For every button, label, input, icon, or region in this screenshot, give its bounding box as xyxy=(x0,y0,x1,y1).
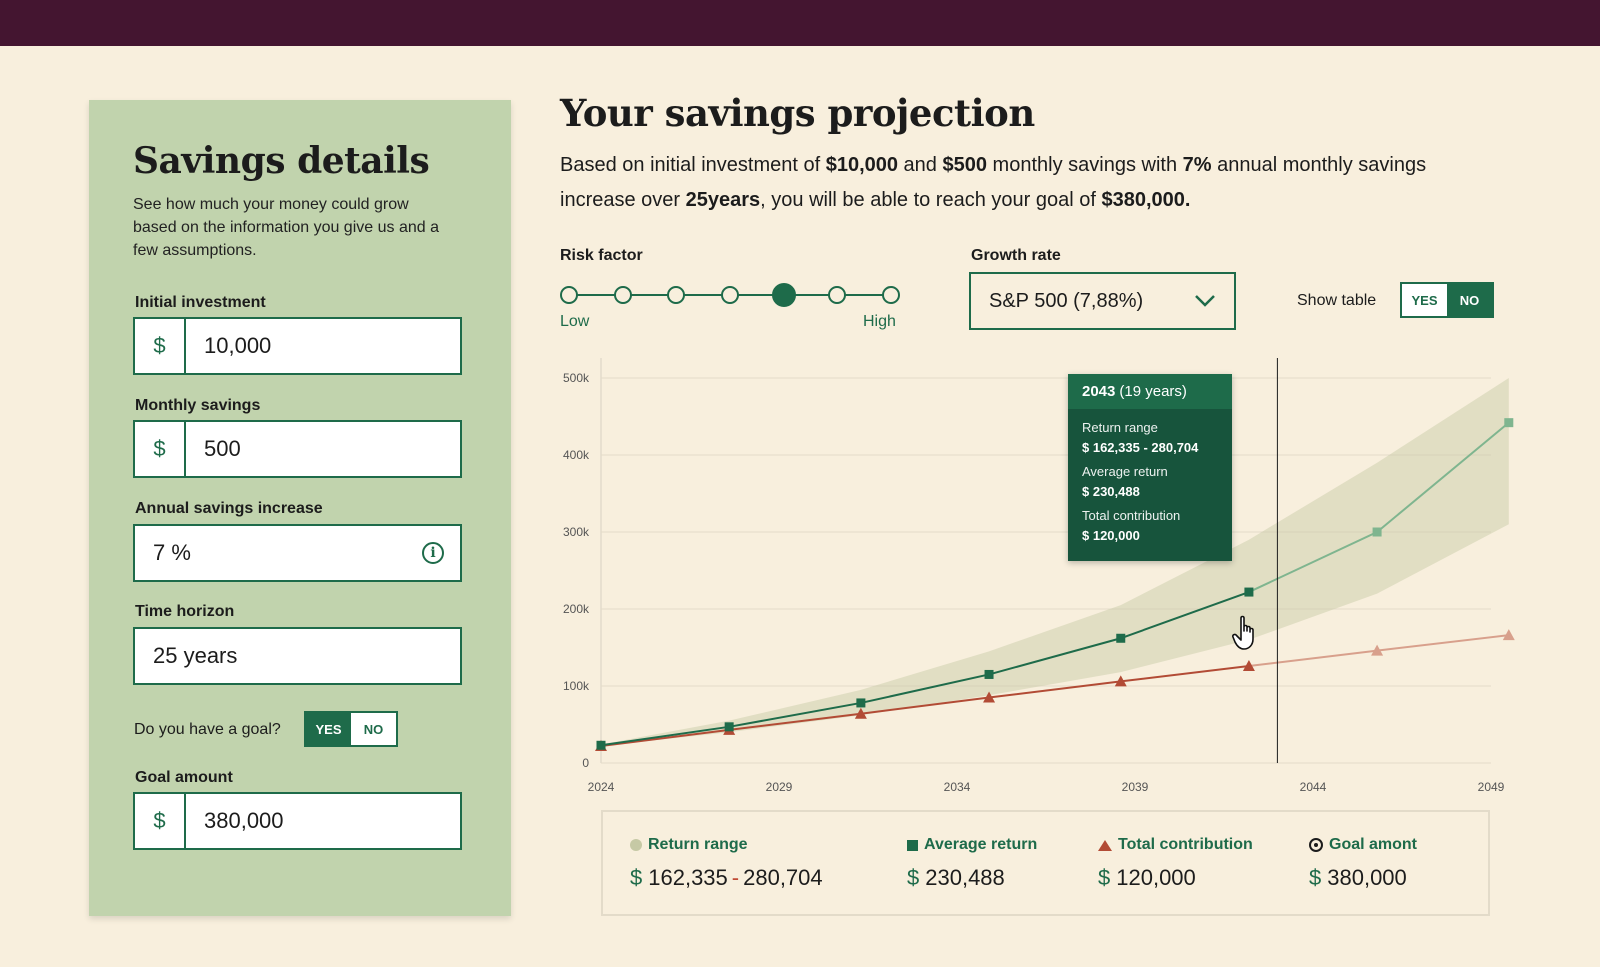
projection-summary: Based on initial investment of $10,000 a… xyxy=(560,154,1427,211)
goal-amount-value[interactable]: 380,000 xyxy=(204,808,284,833)
y-tick-label: 100k xyxy=(563,679,590,693)
currency-prefix: $ xyxy=(135,794,186,848)
risk-low-label: Low xyxy=(560,313,590,330)
total-contribution-point xyxy=(854,707,867,719)
risk-factor-label: Risk factor xyxy=(560,247,643,264)
tooltip-header: 2043 (19 years) xyxy=(1068,374,1232,409)
x-tick-label: 2039 xyxy=(1122,780,1149,794)
tooltip-average-label: Average return xyxy=(1082,464,1168,479)
total-contribution-point xyxy=(1502,629,1515,641)
risk-level-2[interactable] xyxy=(613,286,632,304)
chevron-down-icon xyxy=(1195,295,1215,307)
y-tick-label: 200k xyxy=(563,602,590,616)
show-table-label: Show table xyxy=(1297,292,1377,309)
y-tick-label: 400k xyxy=(563,448,590,462)
legend-total-contribution: Total contribution $120,000 xyxy=(1098,836,1253,890)
growth-rate-select[interactable]: S&P 500 (7,88%) xyxy=(969,272,1236,330)
tooltip-return-range-label: Return range xyxy=(1082,420,1158,435)
goal-question: Do you have a goal? xyxy=(134,721,281,738)
x-tick-label: 2034 xyxy=(944,780,971,794)
show-table-toggle[interactable]: YES NO xyxy=(1400,282,1494,318)
total-contribution-point xyxy=(983,691,996,703)
total-contribution-point xyxy=(1371,644,1384,656)
average-return-point xyxy=(856,698,866,708)
legend-goal-amount: Goal amont $380,000 xyxy=(1309,836,1418,890)
show-table-no-option[interactable]: NO xyxy=(1447,284,1492,316)
y-tick-label: 500k xyxy=(563,371,590,385)
hand-cursor-icon xyxy=(1232,615,1254,650)
initial-investment-label: Initial investment xyxy=(135,294,266,311)
y-tick-label: 300k xyxy=(563,525,590,539)
time-horizon-field[interactable]: 25 years xyxy=(133,627,462,685)
tooltip-average: $ 230,488 xyxy=(1082,484,1140,499)
average-return-point xyxy=(724,722,734,732)
x-tick-label: 2044 xyxy=(1300,780,1327,794)
square-marker-icon xyxy=(907,839,918,851)
x-tick-label: 2049 xyxy=(1478,780,1505,794)
legend-return-range: Return range $162,335-280,704 xyxy=(630,836,823,890)
monthly-savings-value[interactable]: 500 xyxy=(204,436,241,461)
chart-tooltip: 2043 (19 years) Return range $ 162,335 - … xyxy=(1068,374,1232,561)
average-return-point xyxy=(1372,527,1382,537)
circle-marker-icon xyxy=(630,839,642,851)
risk-level-3[interactable] xyxy=(667,286,686,304)
risk-level-6[interactable] xyxy=(828,286,847,304)
x-tick-label: 2029 xyxy=(766,780,793,794)
target-icon xyxy=(1309,838,1323,852)
panel-intro: See how much your money could grow based… xyxy=(133,196,439,259)
top-bar xyxy=(0,0,1600,46)
average-return-point xyxy=(984,669,994,679)
currency-prefix: $ xyxy=(135,319,186,373)
panel-title: Savings details xyxy=(133,140,430,182)
average-return-line xyxy=(600,591,1250,747)
show-table-yes-option[interactable]: YES xyxy=(1411,292,1438,308)
goal-no-option[interactable]: NO xyxy=(363,721,384,737)
goal-amount-label: Goal amount xyxy=(135,769,233,786)
average-return-point xyxy=(596,740,606,750)
risk-level-1[interactable] xyxy=(560,286,578,304)
annual-increase-field[interactable]: 7 % i xyxy=(133,524,462,582)
x-tick-label: 2024 xyxy=(588,780,615,794)
tooltip-contribution-label: Total contribution xyxy=(1082,508,1181,523)
annual-increase-value[interactable]: 7 % xyxy=(153,540,191,565)
y-tick-label: 0 xyxy=(582,756,589,770)
average-return-point xyxy=(1116,633,1126,643)
risk-level-4[interactable] xyxy=(721,286,739,304)
return-range-band xyxy=(601,378,1509,747)
initial-investment-value[interactable]: 10,000 xyxy=(204,333,272,358)
annual-increase-label: Annual savings increase xyxy=(135,500,323,517)
tooltip-contribution: $ 120,000 xyxy=(1082,528,1140,543)
initial-investment-field[interactable]: $ 10,000 xyxy=(133,317,462,375)
average-return-point xyxy=(1504,418,1514,428)
total-contribution-line xyxy=(600,664,1250,748)
growth-rate-value: S&P 500 (7,88%) xyxy=(989,289,1144,312)
tooltip-return-range: $ 162,335 - 280,704 xyxy=(1082,440,1199,455)
total-contribution-point xyxy=(1242,659,1255,671)
risk-level-7[interactable] xyxy=(882,286,900,304)
projection-title: Your savings projection xyxy=(560,91,1035,135)
chart-legend: Return range $162,335-280,704 Average re… xyxy=(601,810,1490,916)
savings-details-panel: Savings details See how much your money … xyxy=(89,100,511,916)
goal-yes-option[interactable]: YES xyxy=(306,713,351,745)
currency-prefix: $ xyxy=(135,422,186,476)
time-horizon-label: Time horizon xyxy=(135,603,235,620)
growth-rate-label: Growth rate xyxy=(971,247,1061,264)
monthly-savings-field[interactable]: $ 500 xyxy=(133,420,462,478)
risk-factor-slider[interactable] xyxy=(560,283,900,307)
savings-chart[interactable]: 0 100k 200k 300k 400k 500k 2024 2029 2034 2039 204… xyxy=(556,358,1515,798)
risk-high-label: High xyxy=(863,313,896,330)
goal-amount-field[interactable]: $ 380,000 xyxy=(133,792,462,850)
legend-average-return: Average return $230,488 xyxy=(907,836,1038,890)
info-icon[interactable]: i xyxy=(422,542,444,564)
goal-toggle[interactable]: YES NO xyxy=(304,711,398,747)
monthly-savings-label: Monthly savings xyxy=(135,397,261,414)
risk-level-5[interactable] xyxy=(771,283,796,307)
time-horizon-value[interactable]: 25 years xyxy=(153,643,238,668)
average-return-point xyxy=(1244,587,1254,597)
triangle-marker-icon xyxy=(1098,839,1112,851)
total-contribution-point xyxy=(1114,675,1127,687)
